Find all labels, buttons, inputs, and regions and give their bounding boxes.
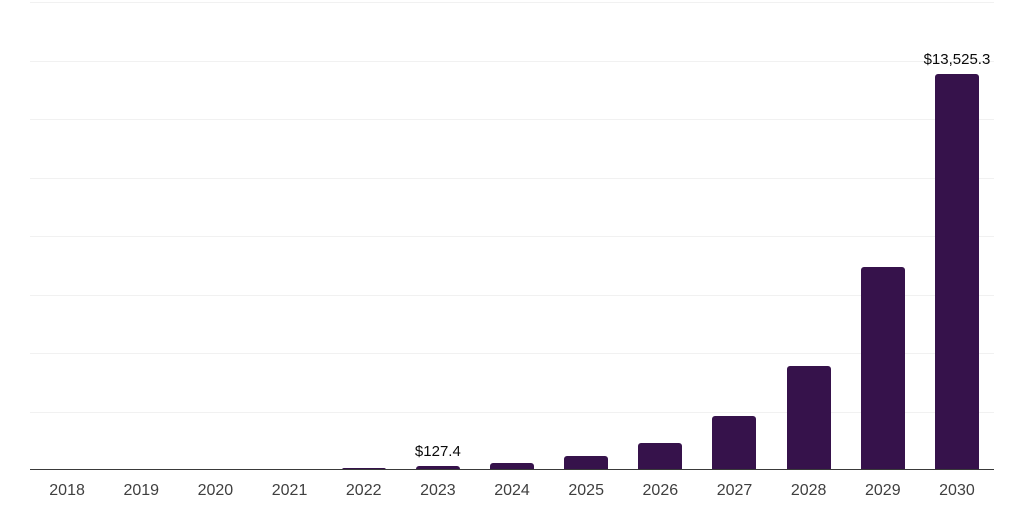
x-axis-tick-labels: 2018 2019 2020 2021 2022 2023 2024 2025 2026 2027… (30, 481, 994, 500)
bar-slot-2029 (846, 2, 920, 470)
bar-2023 (415, 466, 460, 470)
bar-value-label-2030: $13,525.3 (923, 51, 991, 69)
gridline (30, 177, 994, 179)
bar-slot-2019 (104, 2, 178, 470)
x-axis-line (30, 469, 994, 470)
bar-slot-2027 (697, 2, 771, 470)
x-tick-label-2024: 2024 (494, 482, 530, 499)
bar-2029 (860, 266, 905, 470)
gridline (30, 294, 994, 296)
bar-2027 (712, 416, 757, 470)
gridline (30, 2, 994, 3)
x-tick-label-2019: 2019 (123, 482, 160, 499)
x-tick-label-2021: 2021 (271, 482, 308, 499)
gridline (30, 119, 994, 120)
bar-slot-2018 (30, 2, 104, 470)
x-tick-label-2018: 2018 (49, 482, 85, 499)
bar-slot-2021 (252, 2, 326, 470)
x-tick-label-2027: 2027 (716, 482, 753, 499)
bar-2024 (490, 462, 535, 470)
plot-area: $127.4 $13,525.3 (30, 2, 994, 470)
bar-2025 (564, 455, 609, 470)
bar-slot-2024 (475, 2, 549, 470)
x-tick-label-2026: 2026 (642, 482, 679, 499)
bar-2030 (934, 74, 979, 470)
gridline (30, 353, 994, 354)
bar-2026 (638, 442, 683, 470)
bar-slot-2025 (549, 2, 623, 470)
x-tick-label-2030: 2030 (939, 482, 975, 499)
x-tick-label-2025: 2025 (568, 482, 604, 499)
gridline (30, 411, 994, 413)
bar-slot-2030: $13,525.3 (920, 2, 994, 470)
x-tick-label-2023: 2023 (420, 482, 456, 499)
bar-value-label-2023: $127.4 (414, 443, 461, 461)
x-tick-label-2022: 2022 (345, 482, 382, 499)
bar-2028 (786, 365, 831, 470)
bar-slot-2028 (772, 2, 846, 470)
bar-slot-2020 (178, 2, 252, 470)
gridline (30, 60, 994, 62)
x-tick-label-2020: 2020 (197, 482, 234, 499)
gridline (30, 236, 994, 237)
bar-slots: $127.4 $13,525.3 (30, 2, 994, 470)
bar-slot-2022 (327, 2, 401, 470)
bar-slot-2026 (623, 2, 697, 470)
bar-slot-2023: $127.4 (401, 2, 475, 470)
x-tick-label-2029: 2029 (865, 482, 901, 499)
x-tick-label-2028: 2028 (790, 482, 827, 499)
